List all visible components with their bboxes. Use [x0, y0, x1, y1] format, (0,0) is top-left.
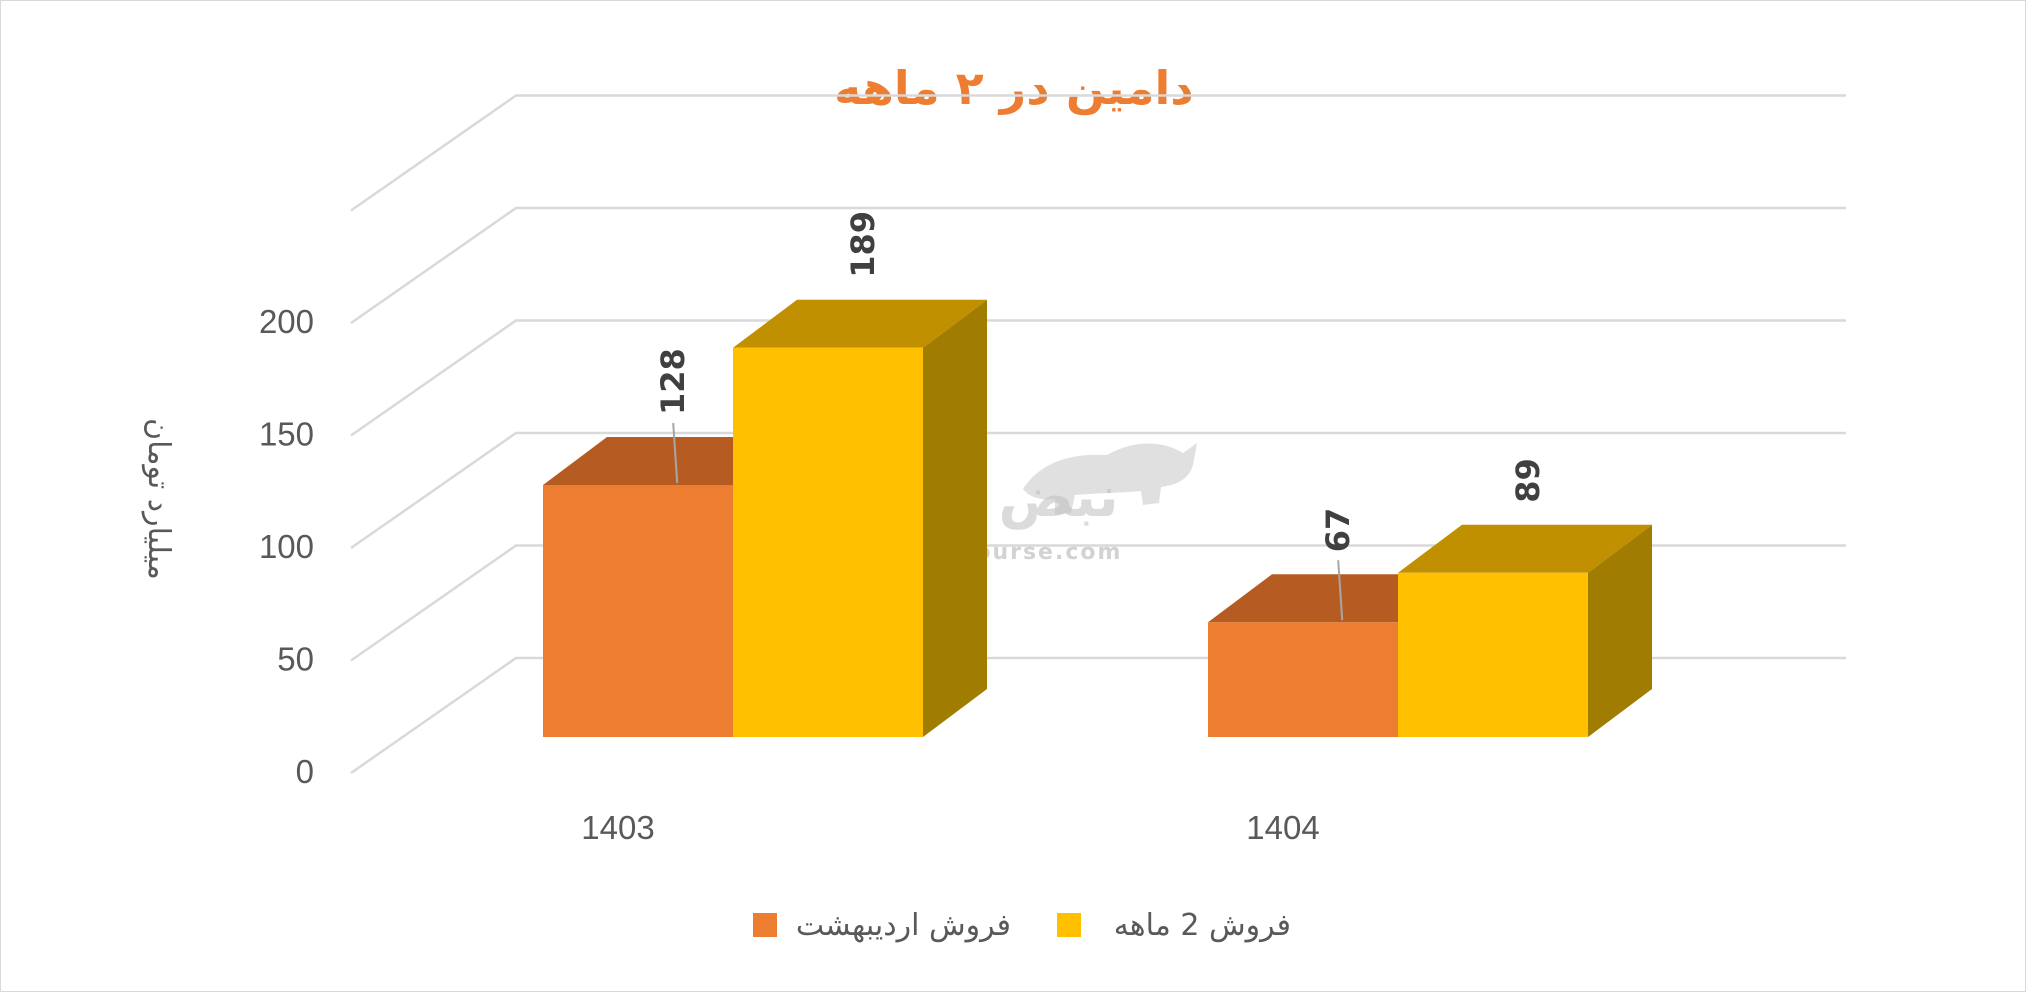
y-tick-label: 0 [296, 753, 314, 790]
bars [543, 299, 1652, 737]
data-label: 89 [1509, 458, 1547, 503]
data-label: 128 [654, 348, 692, 415]
x-tick-label: 1403 [581, 809, 654, 846]
data-label: 189 [844, 211, 882, 278]
legend: فروش اردیبهشت فروش 2 ماهه [753, 908, 1291, 943]
bar-top-face [733, 299, 987, 348]
y-tick-label: 200 [259, 303, 314, 340]
y-axis-title: میلیارد تومان [141, 418, 176, 580]
gridline [350, 94, 1846, 212]
data-label-leader [672, 422, 679, 484]
legend-swatch-series-1 [753, 913, 777, 937]
y-tick-label: 150 [259, 416, 314, 453]
bar-top-face [1398, 524, 1652, 573]
data-label: 67 [1319, 508, 1357, 553]
y-tick-label: 100 [259, 528, 314, 565]
bar-side-face [923, 299, 987, 737]
data-label-leader [1337, 560, 1344, 621]
data-labels: 128 189 67 89 [654, 211, 1547, 621]
y-tick-label: 50 [277, 641, 314, 678]
bar-1403-series-2 [733, 299, 987, 737]
gridline [350, 206, 1846, 325]
y-axis-ticks: 0 50 100 150 200 [259, 303, 314, 790]
x-axis-ticks: 1403 1404 [581, 809, 1319, 846]
chart-title: دامین در ۲ ماهه [834, 61, 1194, 115]
legend-label-series-2: فروش 2 ماهه [1114, 908, 1291, 943]
bull-icon [1023, 443, 1197, 515]
legend-label-series-1: فروش اردیبهشت [796, 908, 1011, 943]
gridline [350, 544, 1846, 662]
bar-front-face [543, 485, 733, 737]
bar-side-face [1588, 524, 1652, 737]
bar-front-face [1398, 572, 1588, 737]
gridline [350, 319, 1846, 437]
bar-front-face [733, 347, 923, 737]
bar-front-face [1208, 622, 1398, 737]
x-tick-label: 1404 [1246, 809, 1319, 846]
bar-1404-series-2 [1398, 524, 1652, 737]
gridline [350, 431, 1846, 550]
legend-swatch-series-2 [1057, 913, 1081, 937]
